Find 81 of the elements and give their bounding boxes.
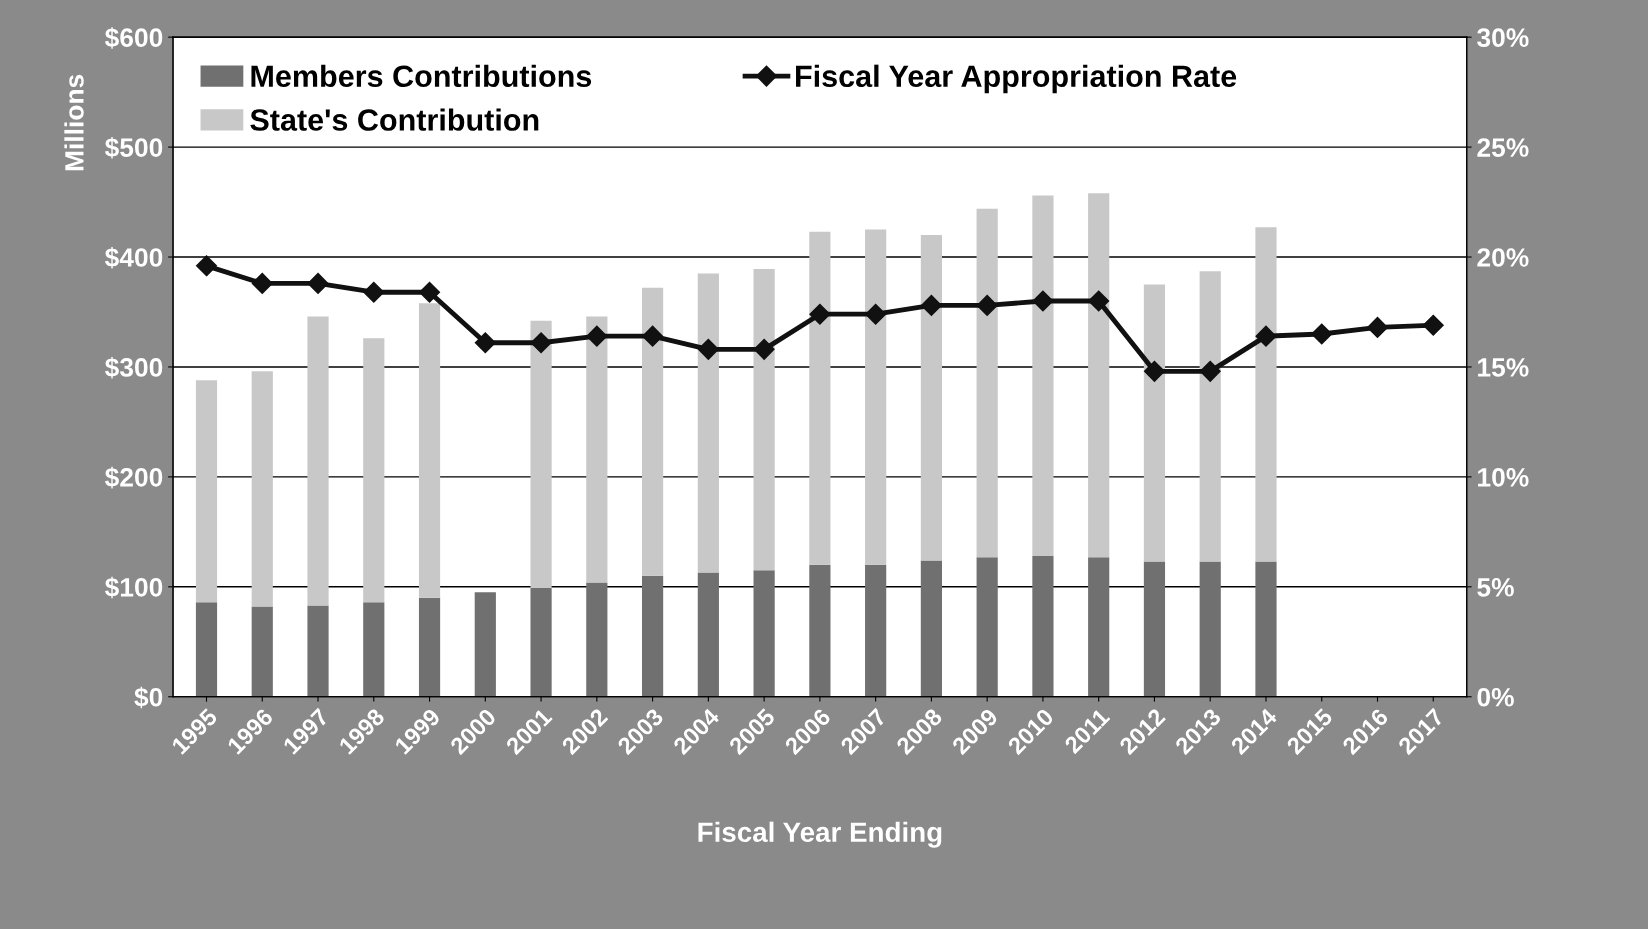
bar <box>251 606 273 697</box>
point <box>1422 314 1444 336</box>
bar <box>1255 227 1277 562</box>
bar <box>1143 561 1166 697</box>
y2-tick-label: 20% <box>1477 248 1529 267</box>
y-tick-label: $500 <box>104 137 163 159</box>
bar <box>1032 556 1054 697</box>
y-axis-title: Millions <box>64 74 84 171</box>
bar <box>697 273 719 573</box>
point <box>363 281 385 303</box>
bar <box>307 316 329 606</box>
bar <box>809 564 831 697</box>
bar <box>1255 561 1277 697</box>
point <box>195 255 218 277</box>
bar <box>753 570 775 697</box>
bar <box>1088 557 1110 697</box>
bar <box>586 316 608 583</box>
bar <box>530 587 552 697</box>
bar <box>753 269 775 571</box>
point <box>307 272 329 294</box>
point <box>809 303 831 325</box>
point <box>1311 323 1333 345</box>
bar <box>195 380 218 603</box>
bar <box>976 208 998 558</box>
bar <box>1088 193 1110 558</box>
legend-label: State's Contribution <box>250 108 539 131</box>
bar <box>642 287 664 576</box>
point <box>419 281 441 303</box>
point <box>1143 360 1165 382</box>
y-tick-label: $600 <box>104 27 163 49</box>
point <box>1255 325 1277 347</box>
point <box>865 303 887 325</box>
bar <box>418 597 441 697</box>
bar <box>809 231 831 565</box>
y-tick-label: $400 <box>104 247 163 269</box>
y-tick-label: $100 <box>104 576 163 599</box>
bar <box>1199 561 1221 697</box>
bar <box>251 371 273 607</box>
y-tick-label: $200 <box>104 466 163 489</box>
point <box>251 272 273 294</box>
legend-label: Members Contributions <box>251 64 592 88</box>
bar <box>920 560 942 697</box>
point <box>586 325 608 347</box>
y2-tick-label: 15% <box>1478 358 1529 377</box>
bar <box>418 303 441 598</box>
point <box>1366 316 1389 338</box>
bar <box>865 564 887 697</box>
y2-tick-label: 10% <box>1478 468 1529 487</box>
bar <box>976 557 998 697</box>
y2-tick-label: 30% <box>1477 28 1529 48</box>
point <box>1032 290 1054 312</box>
point <box>1088 290 1110 312</box>
bar <box>307 605 329 697</box>
bar <box>530 320 552 588</box>
y2-tick-label: 25% <box>1477 138 1529 157</box>
bar <box>1199 271 1221 562</box>
x-axis-title: Fiscal Year Ending <box>698 821 942 848</box>
point <box>976 294 998 316</box>
point <box>753 338 775 360</box>
bar <box>1143 284 1166 562</box>
bar <box>474 592 496 697</box>
point <box>642 325 664 347</box>
bar <box>1032 195 1054 557</box>
point <box>697 338 719 360</box>
y2-tick-label: 0% <box>1477 687 1514 707</box>
bar <box>697 572 719 697</box>
bar <box>865 229 887 565</box>
bar <box>642 575 664 697</box>
y2-tick-label: 5% <box>1477 578 1514 597</box>
bar <box>920 235 942 561</box>
bar <box>363 602 385 697</box>
legend-label: Fiscal Year Appropriation Rate <box>796 64 1237 94</box>
point <box>474 332 496 354</box>
bar <box>195 602 218 697</box>
bar <box>363 338 385 603</box>
point <box>530 332 552 354</box>
bar <box>586 582 608 697</box>
y-tick-label: $300 <box>104 356 163 379</box>
point <box>1199 360 1221 382</box>
point <box>920 294 942 316</box>
y-tick-label: $0 <box>134 686 163 709</box>
